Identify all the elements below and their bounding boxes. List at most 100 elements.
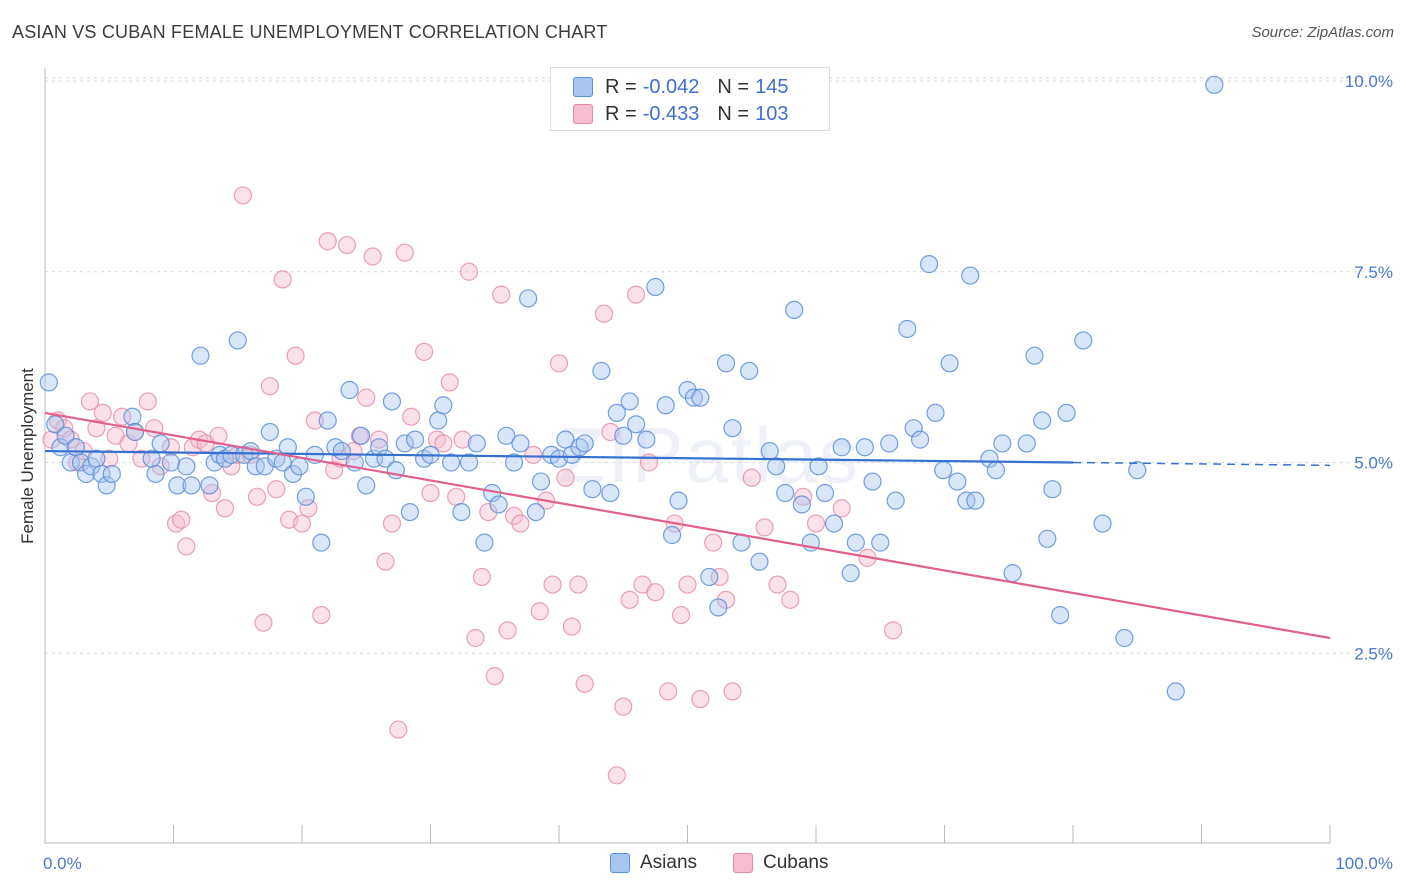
asian-point [863, 472, 882, 491]
watermark: ZIPatlas [558, 410, 860, 501]
asian-point [880, 434, 899, 453]
cuban-point [55, 419, 74, 438]
asian-point [1025, 346, 1044, 365]
asian-point [626, 415, 646, 434]
asian-point [168, 476, 187, 495]
asian-point [620, 392, 639, 411]
asian-point [66, 438, 85, 457]
asian-point [1205, 75, 1224, 94]
cuban-point [459, 262, 479, 281]
asian-point [700, 567, 719, 587]
asian-point [475, 533, 494, 552]
y-tick-label: 2.5% [1354, 644, 1393, 663]
asian-point [815, 483, 835, 503]
asian-point [767, 457, 786, 476]
asian-point [123, 407, 142, 426]
cubans-swatch [573, 104, 593, 124]
cuban-point [402, 407, 421, 426]
r-label: R = [605, 102, 637, 125]
cubans-trend-line [44, 411, 1331, 640]
asian-point [146, 464, 165, 484]
cuban-point [530, 602, 549, 621]
cuban-point [710, 567, 729, 587]
cuban-point [421, 483, 440, 503]
r-value-asians: -0.042 [642, 75, 700, 98]
asian-point [740, 361, 759, 381]
asian-point [92, 464, 111, 484]
asian-point [583, 480, 602, 499]
legend-item-asians[interactable]: Asians [610, 852, 697, 874]
asian-point [948, 472, 967, 491]
cuban-point [363, 247, 382, 266]
r-label: R = [605, 75, 637, 98]
asian-point [177, 457, 196, 476]
asian-point [556, 430, 575, 449]
asian-point [886, 491, 905, 510]
cuban-point [267, 480, 286, 499]
cuban-point [247, 487, 267, 506]
cuban-point [723, 682, 742, 701]
asian-point [1043, 480, 1062, 499]
asian-point [519, 289, 538, 308]
cuban-point [100, 449, 119, 468]
grid-lines [45, 77, 1365, 654]
asian-point [1074, 331, 1093, 350]
cuban-point [318, 232, 337, 251]
stats-legend: R = -0.042 N = 145 R = -0.433 N = 103 [550, 67, 830, 131]
cuban-point [626, 285, 646, 304]
cuban-point [273, 270, 292, 289]
cuban-point [607, 766, 626, 785]
cuban-point [614, 697, 633, 716]
asian-point [260, 422, 279, 442]
asian-point [646, 277, 665, 297]
asian-point [684, 388, 704, 407]
cuban-point [524, 445, 543, 464]
cuban-point [172, 510, 191, 529]
asian-point [340, 380, 359, 400]
cuban-point [337, 235, 357, 255]
cuban-point [395, 243, 414, 262]
asian-point [290, 457, 309, 476]
legend-row-cubans: R = -0.433 N = 103 [573, 101, 788, 127]
cuban-point [832, 499, 851, 518]
tick-labels: 2.5% 5.0% 7.5% 10.0% 0.0% 100.0% [43, 72, 1393, 873]
asian-point [691, 388, 710, 407]
asian-point [656, 396, 675, 415]
asian-point [871, 533, 890, 552]
asian-point [785, 300, 804, 319]
asian-point [1166, 682, 1185, 701]
cuban-point [382, 514, 402, 533]
cuban-point [492, 285, 511, 304]
cuban-point [453, 430, 472, 449]
asian-point [504, 453, 524, 472]
cuban-point [504, 506, 524, 526]
asian-point [910, 430, 930, 449]
asian-point [832, 438, 851, 457]
cubans-legend-label: Cubans [763, 852, 829, 873]
asian-point [429, 411, 448, 430]
asian-point [1003, 564, 1022, 583]
cubans-legend-swatch [733, 853, 753, 873]
cuban-point [575, 674, 594, 693]
asian-point [200, 476, 219, 495]
asian-point [1033, 411, 1052, 430]
asian-point [993, 434, 1012, 453]
cuban-point [549, 354, 569, 373]
asian-point [97, 476, 116, 495]
cuban-point [325, 461, 344, 480]
asian-point [497, 426, 516, 445]
asian-point [592, 361, 611, 381]
cuban-point [434, 434, 453, 453]
asian-point [966, 491, 985, 510]
cuban-point [414, 342, 434, 361]
cuban-point [376, 552, 395, 571]
chart-title: ASIAN VS CUBAN FEMALE UNEMPLOYMENT CORRE… [12, 22, 608, 42]
cuban-point [691, 689, 710, 709]
asians-series [39, 75, 1224, 701]
asian-point [125, 422, 145, 442]
y-tick-label: 10.0% [1345, 72, 1393, 91]
legend-item-cubans[interactable]: Cubans [733, 852, 829, 874]
cuban-point [768, 575, 787, 594]
asian-point [102, 464, 121, 484]
asian-point [151, 434, 170, 453]
